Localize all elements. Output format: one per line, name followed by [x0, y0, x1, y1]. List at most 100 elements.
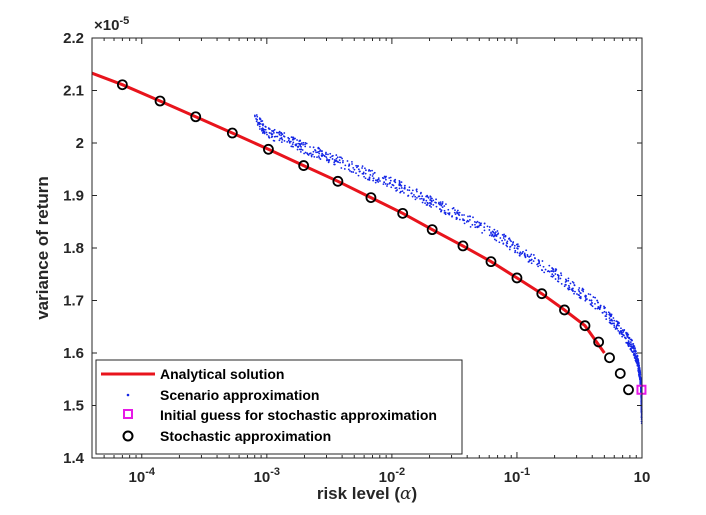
scenario-point [605, 315, 608, 318]
scenario-point [376, 179, 379, 181]
scenario-point [537, 265, 540, 268]
scenario-point [490, 231, 492, 234]
scenario-point [338, 159, 341, 162]
scenario-point [627, 340, 630, 343]
scenario-point [463, 222, 466, 225]
scenario-point [303, 152, 305, 155]
stochastic-point [536, 288, 548, 300]
scenario-point [430, 206, 433, 208]
scenario-point [300, 142, 303, 145]
y-tick-label: 2.1 [63, 83, 84, 100]
scenario-point [263, 132, 266, 135]
scenario-point [490, 234, 493, 237]
scenario-point [622, 329, 625, 332]
scenario-point [567, 277, 570, 280]
scenario-point [469, 215, 471, 218]
legend-square-initial-guess [123, 409, 133, 419]
scenario-point [639, 376, 642, 378]
scenario-point [559, 277, 562, 280]
scenario-point [564, 283, 567, 286]
scenario-point [599, 304, 602, 307]
scenario-point [422, 198, 425, 200]
scenario-point [320, 150, 323, 153]
scenario-point [609, 322, 612, 324]
scenario-point [273, 135, 276, 138]
scenario-point [568, 286, 571, 289]
scenario-point [551, 270, 553, 273]
scenario-point [447, 208, 450, 211]
scenario-point [400, 184, 403, 187]
scenario-point [467, 220, 470, 223]
scenario-point [439, 208, 441, 211]
scenario-point [636, 355, 639, 357]
scenario-point [384, 183, 387, 185]
scenario-point [410, 192, 413, 195]
scenario-point [538, 260, 541, 263]
scenario-point [622, 331, 625, 333]
scenario-point [261, 123, 264, 126]
scenario-point [523, 254, 526, 256]
scenario-point [552, 274, 555, 277]
scenario-point [311, 153, 314, 156]
scenario-point [278, 132, 281, 134]
scenario-point [591, 305, 594, 308]
legend: Analytical solution Scenario approximati… [95, 359, 463, 455]
scenario-point [262, 124, 264, 127]
legend-label-analytical: Analytical solution [160, 366, 284, 382]
scenario-point [447, 212, 449, 215]
scenario-point [478, 224, 481, 227]
scenario-point [610, 314, 613, 317]
scenario-point [452, 207, 455, 209]
scenario-point [621, 335, 624, 338]
scenario-point [261, 128, 264, 131]
scenario-point [617, 322, 619, 324]
scenario-point [425, 195, 428, 198]
scenario-point [572, 282, 575, 284]
scenario-point [353, 168, 356, 171]
x-tick-exponent: -1 [520, 466, 530, 478]
scenario-point [348, 164, 351, 167]
scenario-point [590, 299, 593, 302]
scenario-point [622, 334, 625, 337]
scenario-point [638, 369, 641, 372]
scenario-point [458, 218, 461, 221]
y-exponent-label: ×10-5 [94, 15, 129, 34]
scenario-point [514, 251, 516, 254]
scenario-point [287, 139, 290, 142]
scenario-point [617, 329, 620, 332]
scenario-point [280, 134, 282, 137]
scenario-point [458, 211, 461, 214]
scenario-point [443, 205, 446, 207]
scenario-point [560, 274, 563, 277]
scenario-point [315, 151, 318, 154]
scenario-point [594, 307, 597, 310]
scenario-point [312, 146, 315, 149]
scenario-point [501, 234, 504, 236]
scenario-point [318, 152, 321, 155]
y-tick-label: 1.9 [63, 188, 84, 205]
scenario-point [350, 170, 353, 173]
x-tick-exponent: -2 [395, 466, 405, 478]
scenario-point [362, 171, 365, 174]
scenario-point [495, 234, 498, 236]
scenario-point [343, 168, 346, 170]
scenario-point [272, 131, 275, 134]
y-tick-label: 2.2 [63, 30, 84, 47]
scenario-point [571, 289, 574, 292]
scenario-point [276, 135, 279, 138]
scenario-point [357, 168, 360, 171]
scenario-point [610, 318, 613, 321]
scenario-point [477, 225, 480, 228]
scenario-point [589, 293, 592, 296]
scenario-point [520, 253, 522, 256]
scenario-point [638, 371, 641, 374]
scenario-point [361, 172, 364, 175]
scenario-point [546, 270, 549, 273]
scenario-point [268, 132, 271, 134]
y-tick-label: 1.5 [63, 398, 84, 415]
scenario-point [488, 226, 491, 228]
scenario-point [493, 238, 496, 241]
y-tick-label: 2 [76, 135, 84, 152]
scenario-point [415, 189, 418, 191]
scenario-point [551, 267, 554, 270]
